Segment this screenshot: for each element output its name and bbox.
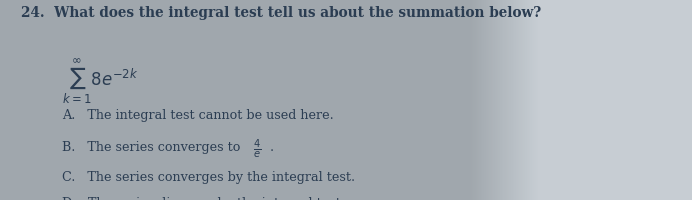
Text: .: . <box>270 140 274 153</box>
Text: C.   The series converges by the integral test.: C. The series converges by the integral … <box>62 170 356 183</box>
Text: A.   The integral test cannot be used here.: A. The integral test cannot be used here… <box>62 108 334 121</box>
Text: B.   The series converges to: B. The series converges to <box>62 140 245 153</box>
Text: D.   The series diverges by the integral test.: D. The series diverges by the integral t… <box>62 196 345 200</box>
Text: $\frac{4}{e}$: $\frac{4}{e}$ <box>253 137 261 160</box>
Text: $\sum_{k=1}^{\infty} 8e^{-2k}$: $\sum_{k=1}^{\infty} 8e^{-2k}$ <box>62 56 138 105</box>
Text: 24.  What does the integral test tell us about the summation below?: 24. What does the integral test tell us … <box>21 6 541 20</box>
